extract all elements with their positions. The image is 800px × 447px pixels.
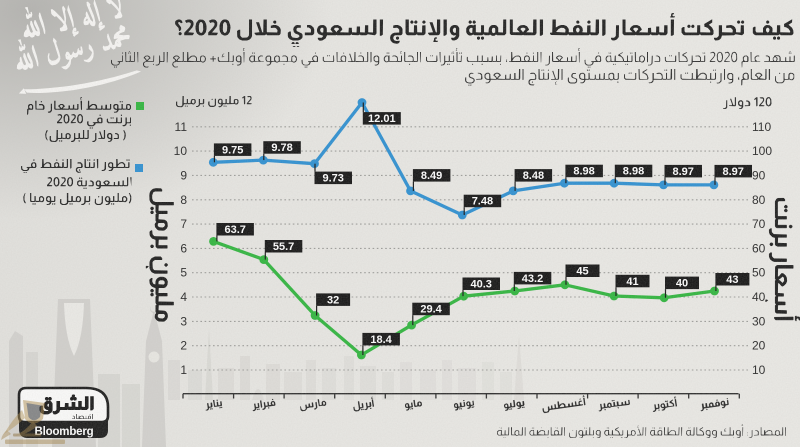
svg-text:40: 40 [752, 290, 766, 304]
svg-text:12.01: 12.01 [368, 113, 396, 125]
svg-text:3: 3 [180, 314, 187, 328]
svg-text:8.98: 8.98 [573, 166, 594, 178]
svg-text:40.3: 40.3 [470, 279, 491, 291]
svg-text:45: 45 [576, 266, 588, 278]
svg-text:32: 32 [327, 294, 339, 306]
svg-text:63.7: 63.7 [224, 224, 245, 236]
svg-text:10: 10 [752, 363, 766, 377]
svg-text:60: 60 [752, 241, 766, 255]
svg-text:9.78: 9.78 [271, 142, 292, 154]
svg-text:8.48: 8.48 [523, 170, 544, 182]
svg-text:30: 30 [752, 314, 766, 328]
svg-text:9.73: 9.73 [322, 173, 343, 185]
svg-text:2: 2 [180, 339, 187, 353]
svg-text:11: 11 [175, 120, 188, 134]
svg-text:5: 5 [180, 266, 187, 280]
svg-text:8.97: 8.97 [672, 166, 693, 178]
svg-text:18.4: 18.4 [370, 334, 392, 346]
svg-text:8.98: 8.98 [623, 166, 644, 178]
svg-text:110: 110 [752, 120, 771, 134]
svg-text:7: 7 [180, 217, 187, 231]
svg-text:90: 90 [752, 168, 766, 182]
svg-text:43.2: 43.2 [522, 273, 543, 285]
svg-text:20: 20 [752, 339, 766, 353]
svg-text:4: 4 [180, 290, 187, 304]
svg-text:8.97: 8.97 [722, 166, 743, 178]
svg-text:41: 41 [626, 276, 638, 288]
svg-text:7.48: 7.48 [472, 196, 493, 208]
svg-text:10: 10 [174, 144, 188, 158]
svg-text:50: 50 [752, 266, 766, 280]
svg-text:43: 43 [726, 274, 738, 286]
svg-text:9: 9 [180, 168, 187, 182]
svg-text:70: 70 [752, 217, 766, 231]
svg-text:6: 6 [180, 241, 187, 255]
svg-text:8.49: 8.49 [421, 170, 442, 182]
svg-text:100: 100 [752, 144, 772, 158]
svg-text:55.7: 55.7 [273, 241, 294, 253]
svg-text:80: 80 [752, 193, 766, 207]
svg-text:29.4: 29.4 [420, 304, 442, 316]
svg-text:8: 8 [180, 193, 187, 207]
svg-text:40: 40 [676, 278, 688, 290]
svg-text:1: 1 [180, 363, 187, 377]
svg-text:9.75: 9.75 [222, 144, 243, 156]
